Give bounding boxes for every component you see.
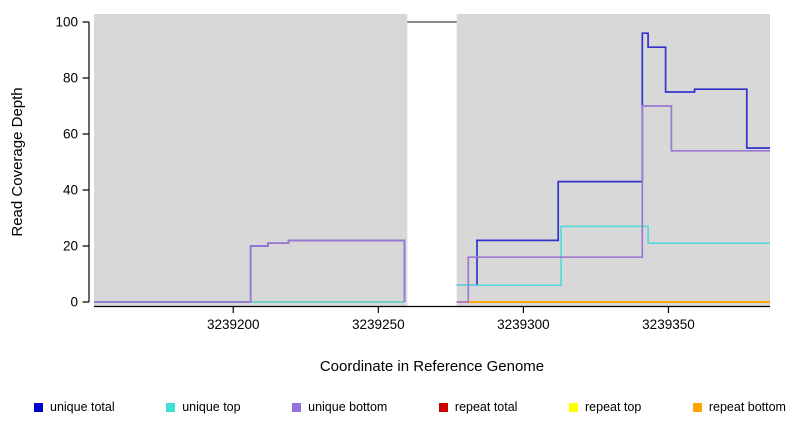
y-tick-label: 20 <box>63 239 78 254</box>
y-tick-label: 60 <box>63 127 78 142</box>
x-tick-label: 3239200 <box>207 317 260 332</box>
legend-item-repeat-top: repeat top <box>569 400 641 414</box>
x-axis-title: Coordinate in Reference Genome <box>320 358 544 375</box>
legend-label: unique top <box>182 400 241 414</box>
chart-legend: unique total unique top unique bottom repea… <box>34 400 786 414</box>
legend-item-unique-total: unique total <box>34 400 115 414</box>
legend-swatch-repeat-total <box>438 402 448 412</box>
legend-label: unique total <box>50 400 115 414</box>
legend-item-unique-bottom: unique bottom <box>292 400 387 414</box>
legend-item-repeat-bottom: repeat bottom <box>692 400 786 414</box>
legend-label: repeat bottom <box>708 400 786 414</box>
y-tick-label: 100 <box>55 15 78 30</box>
series-unique-total <box>456 32 770 287</box>
legend-swatch-repeat-bottom <box>692 402 702 412</box>
series-unique-top <box>456 225 770 287</box>
legend-label: unique bottom <box>308 400 388 414</box>
y-tick-label: 40 <box>63 183 78 198</box>
x-tick-label: 3239250 <box>352 317 405 332</box>
y-tick-label: 80 <box>63 71 78 86</box>
legend-swatch-unique-top <box>166 402 176 412</box>
legend-item-repeat-total: repeat total <box>438 400 518 414</box>
legend-label: repeat top <box>585 400 642 414</box>
masked-region <box>407 14 457 306</box>
y-axis-title: Read Coverage Depth <box>9 87 26 236</box>
legend-swatch-unique-bottom <box>292 402 302 412</box>
x-tick-label: 3239300 <box>497 317 550 332</box>
legend-swatch-repeat-top <box>569 402 578 412</box>
series-unique-bottom <box>456 105 770 303</box>
x-tick-label: 3239350 <box>642 317 695 332</box>
series-unique-bottom <box>94 239 406 303</box>
y-tick-label: 0 <box>70 295 78 310</box>
legend-swatch-unique-total <box>34 402 43 412</box>
legend-label: repeat total <box>454 400 518 414</box>
legend-item-unique-top: unique top <box>166 400 241 414</box>
